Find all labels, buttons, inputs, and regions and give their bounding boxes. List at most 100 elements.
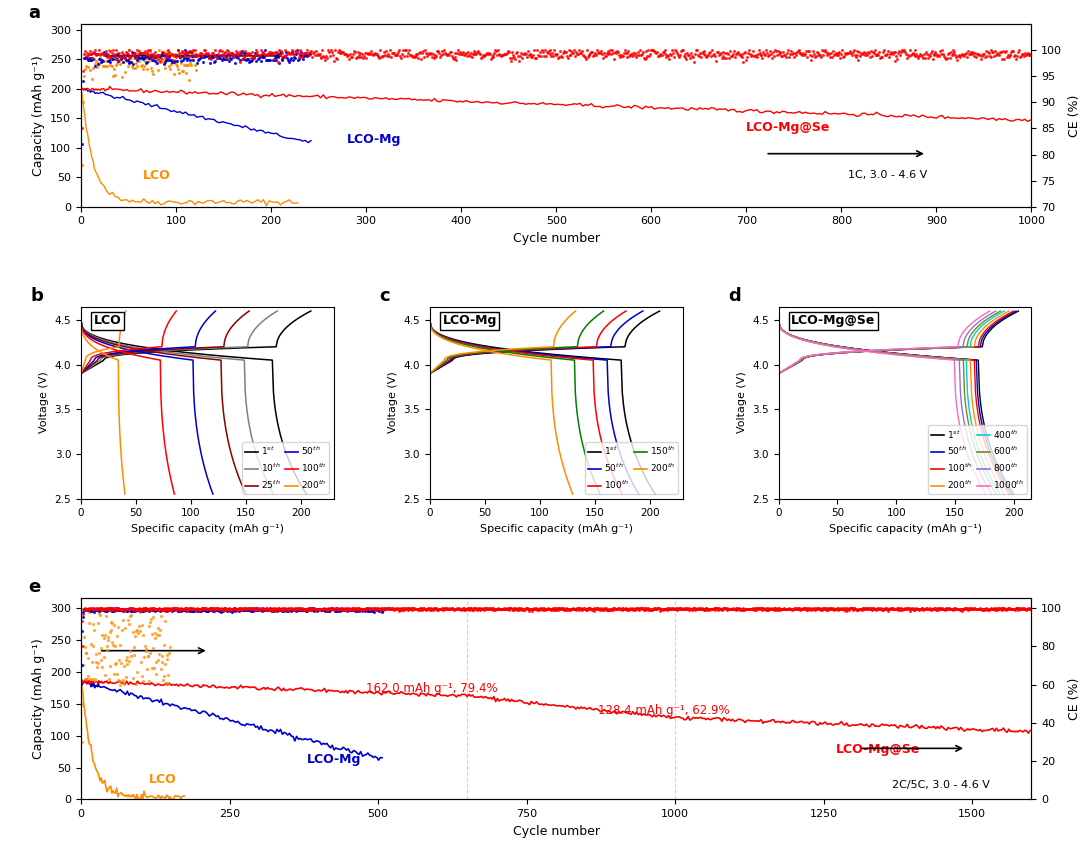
Point: [716, 50, 733, 64]
Point: [540, 603, 557, 616]
Point: [126, 50, 144, 64]
Point: [138, 56, 156, 69]
Point: [989, 47, 1007, 61]
Point: [600, 46, 618, 60]
Point: [841, 601, 859, 615]
Point: [885, 602, 902, 616]
Point: [812, 603, 829, 616]
Point: [143, 603, 160, 616]
Point: [93, 54, 110, 68]
Point: [170, 604, 187, 617]
Point: [643, 44, 660, 57]
Point: [461, 603, 478, 616]
Point: [246, 49, 264, 62]
Point: [552, 602, 569, 616]
Point: [647, 602, 664, 616]
Point: [172, 50, 189, 64]
Point: [326, 604, 343, 617]
Point: [427, 601, 444, 615]
Point: [364, 604, 381, 618]
Point: [83, 603, 100, 616]
Point: [417, 602, 434, 616]
Point: [1003, 45, 1021, 59]
Point: [350, 604, 367, 617]
Point: [73, 158, 91, 172]
Point: [157, 53, 174, 67]
Point: [473, 602, 490, 616]
Point: [131, 604, 148, 618]
Point: [84, 72, 102, 86]
Point: [268, 49, 285, 62]
Point: [127, 50, 145, 64]
Point: [136, 602, 153, 616]
Point: [801, 48, 819, 62]
Point: [627, 603, 645, 616]
Point: [582, 603, 599, 616]
Point: [83, 602, 100, 616]
Text: LCO: LCO: [149, 774, 177, 787]
Point: [420, 46, 437, 60]
Point: [195, 49, 213, 62]
Point: [915, 51, 932, 65]
Point: [157, 602, 174, 616]
Point: [349, 604, 366, 617]
Point: [622, 48, 639, 62]
Point: [758, 47, 775, 61]
Point: [261, 602, 279, 616]
Point: [906, 602, 923, 616]
Point: [291, 48, 308, 62]
Point: [158, 649, 175, 663]
Point: [1012, 602, 1029, 616]
Point: [662, 48, 679, 62]
Point: [187, 603, 204, 616]
Point: [596, 601, 613, 615]
Point: [231, 55, 248, 68]
Point: [153, 650, 171, 663]
Point: [725, 602, 742, 616]
Point: [994, 52, 1011, 66]
Point: [232, 602, 249, 616]
Point: [251, 602, 268, 616]
Point: [962, 45, 980, 59]
Point: [973, 603, 990, 616]
Point: [949, 50, 967, 63]
Point: [188, 49, 205, 62]
Point: [172, 604, 189, 617]
Point: [110, 603, 127, 616]
Point: [469, 602, 486, 616]
Point: [822, 46, 839, 60]
Point: [364, 604, 381, 617]
Point: [187, 47, 204, 61]
Point: [1014, 603, 1031, 616]
Point: [413, 53, 430, 67]
Point: [983, 50, 1000, 64]
Point: [457, 47, 474, 61]
Point: [828, 48, 846, 62]
Point: [980, 603, 997, 616]
Text: LCO-Mg: LCO-Mg: [307, 753, 361, 766]
Point: [908, 47, 926, 61]
Point: [747, 601, 765, 615]
Point: [107, 50, 124, 63]
Point: [224, 47, 241, 61]
Point: [94, 628, 111, 642]
Point: [139, 603, 157, 616]
Point: [646, 602, 663, 616]
Point: [666, 602, 684, 616]
Point: [254, 50, 271, 64]
Point: [690, 49, 707, 62]
Point: [191, 602, 208, 616]
Point: [459, 602, 476, 616]
Point: [112, 603, 130, 616]
Point: [1017, 603, 1035, 616]
Point: [1016, 602, 1034, 616]
Point: [228, 603, 245, 616]
Point: [159, 50, 176, 63]
Point: [483, 602, 500, 616]
Point: [214, 604, 231, 617]
Point: [544, 50, 562, 63]
Point: [487, 44, 504, 57]
Legend: 1$^{st}$, 10$^{th}$, 25$^{th}$, 50$^{th}$, 100$^{th}$, 200$^{th}$: 1$^{st}$, 10$^{th}$, 25$^{th}$, 50$^{th}…: [242, 442, 329, 494]
Point: [465, 44, 483, 58]
Point: [855, 45, 873, 59]
